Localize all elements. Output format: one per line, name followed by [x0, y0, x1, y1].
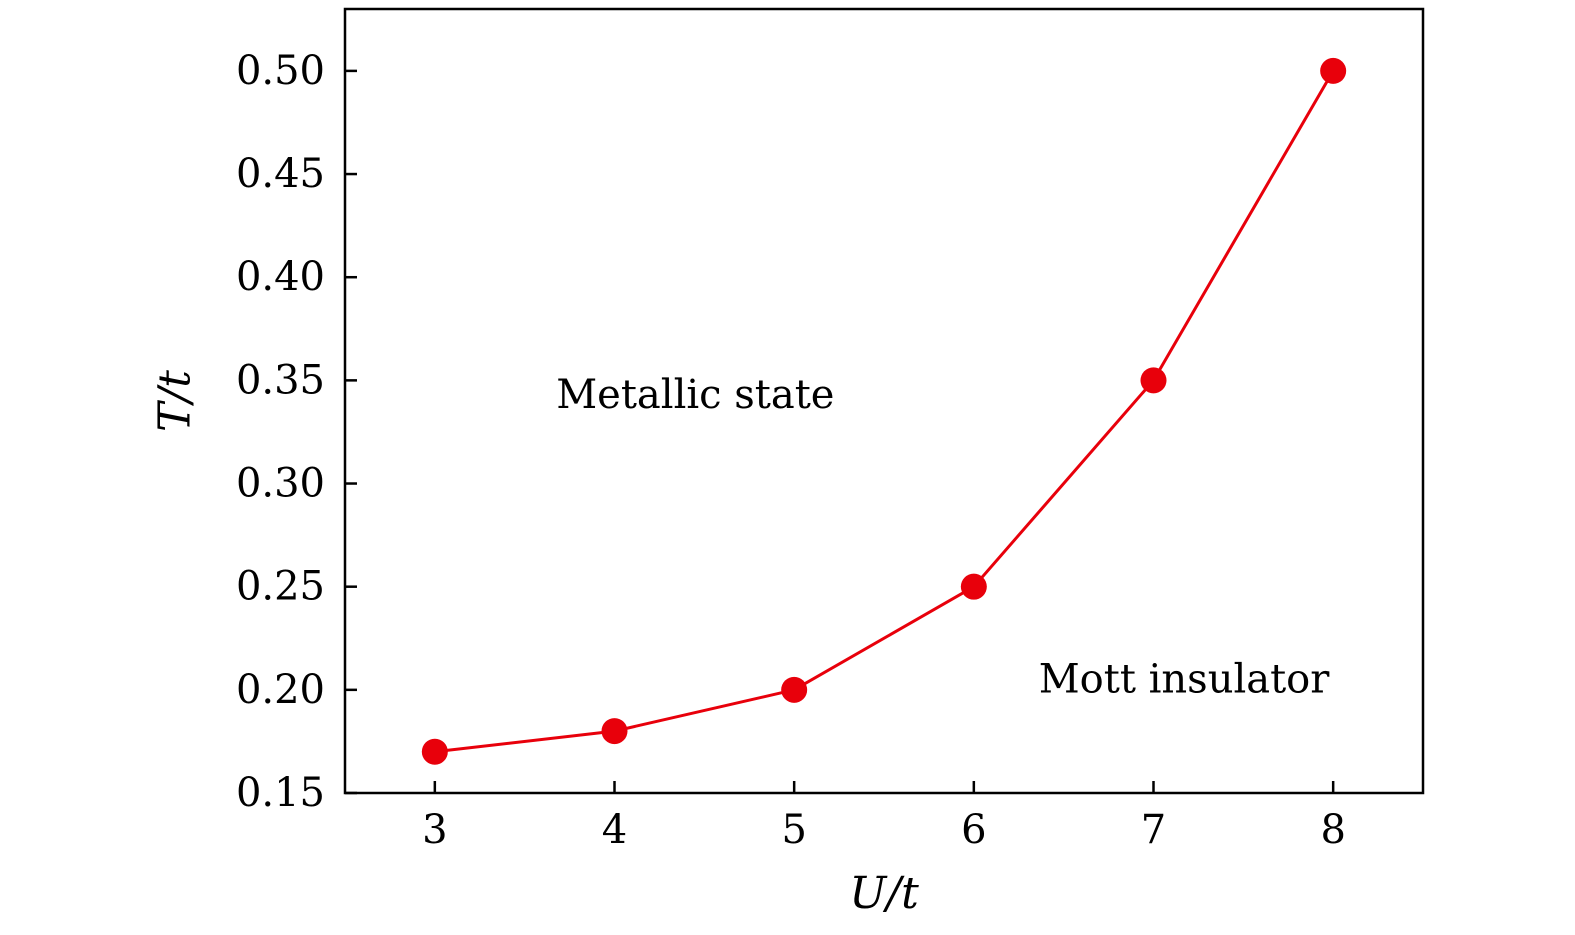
- x-tick-label: 5: [781, 807, 806, 853]
- y-tick-label: 0.40: [236, 254, 325, 300]
- x-tick-label: 7: [1141, 807, 1166, 853]
- y-axis-title: T/t: [150, 370, 201, 432]
- x-axis-ticks: 3 4 5 6 7 8: [422, 781, 1346, 853]
- y-tick-label: 0.20: [236, 667, 325, 713]
- x-tick-label: 8: [1320, 807, 1345, 853]
- y-tick-label: 0.15: [236, 770, 325, 816]
- y-tick-label: 0.45: [236, 151, 325, 197]
- x-tick-label: 6: [961, 807, 986, 853]
- x-axis-title: U/t: [849, 868, 919, 919]
- annotations-layer: Metallic state Mott insulator: [556, 372, 1330, 703]
- data-point: [421, 738, 448, 765]
- data-point: [601, 718, 628, 745]
- series-layer: [421, 57, 1347, 765]
- data-point: [1140, 367, 1167, 394]
- y-tick-label: 0.50: [236, 48, 325, 94]
- plot-frame: [343, 7, 1425, 795]
- x-tick-label: 4: [602, 807, 627, 853]
- series-line: [434, 70, 1335, 754]
- data-point: [781, 676, 808, 703]
- y-tick-label: 0.35: [236, 357, 325, 403]
- plot-area: [343, 7, 1425, 795]
- region-label: Mott insulator: [1039, 657, 1331, 703]
- x-tick-label: 3: [422, 807, 447, 853]
- y-axis-ticks: 0.15 0.20 0.25 0.30 0.35 0.40 0.45 0.50: [236, 48, 357, 816]
- data-point: [960, 573, 987, 600]
- y-tick-label: 0.25: [236, 564, 325, 610]
- y-tick-label: 0.30: [236, 461, 325, 507]
- data-point: [1320, 57, 1347, 84]
- region-label: Metallic state: [556, 372, 834, 418]
